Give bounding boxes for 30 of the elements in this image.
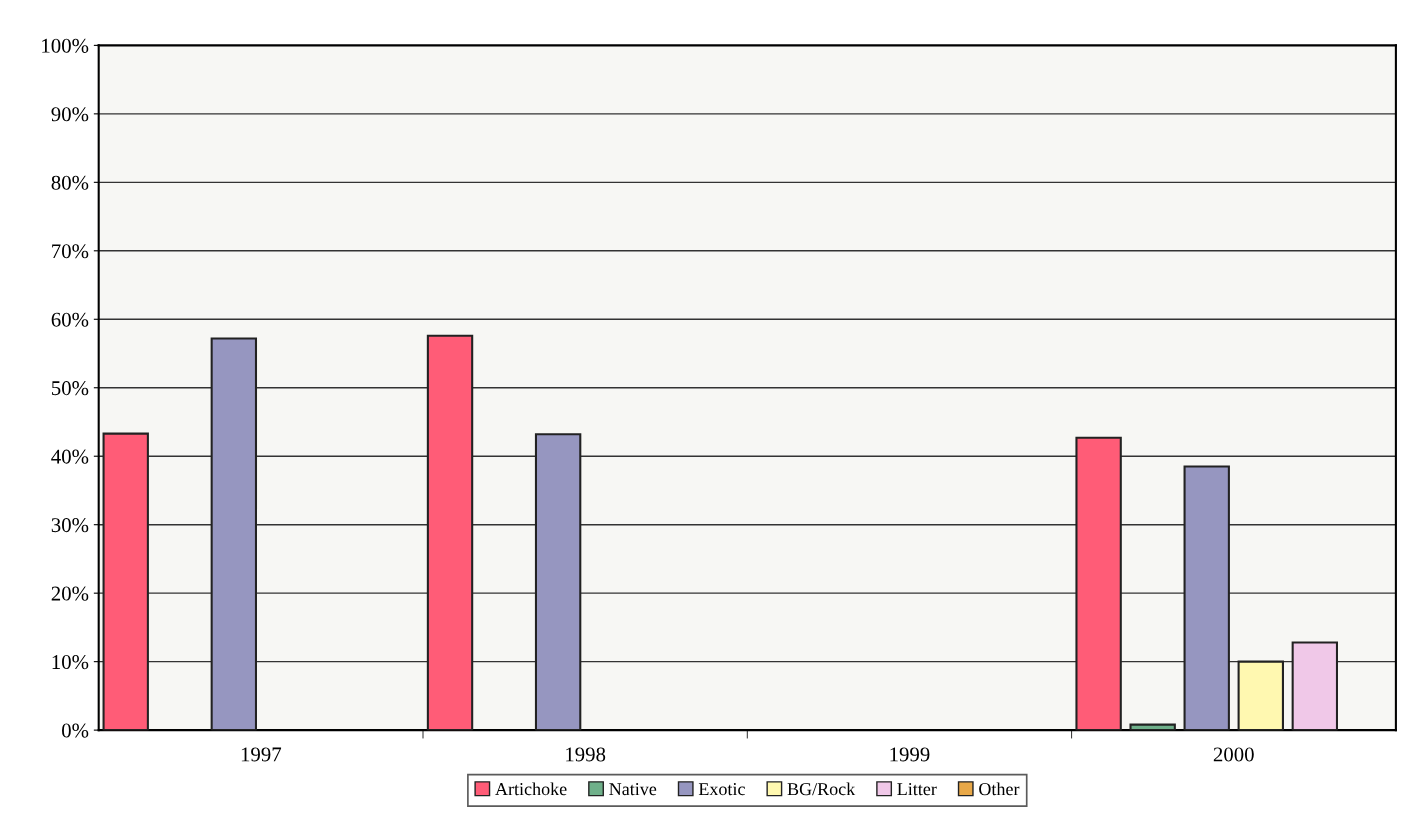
- y-tick-label: 0%: [62, 723, 89, 738]
- bar: [1183, 465, 1230, 731]
- bar: [1129, 723, 1176, 731]
- legend-label: BG/Rock: [787, 782, 856, 796]
- y-tick-label: 80%: [51, 175, 89, 190]
- y-tick-label: 90%: [51, 107, 89, 122]
- y-tick-label: 30%: [51, 518, 89, 533]
- y-tick-label: 10%: [52, 655, 89, 670]
- bar: [1291, 641, 1339, 731]
- bar: [1075, 436, 1122, 731]
- legend-label: Native: [609, 783, 657, 796]
- x-tick-label: 1998: [566, 747, 606, 762]
- bar: [102, 432, 149, 731]
- legend-label: Artichoke: [495, 782, 567, 796]
- y-tick-label: 70%: [52, 244, 89, 259]
- y-tick-label: 60%: [51, 312, 89, 327]
- legend-label: Other: [979, 782, 1020, 796]
- bar: [426, 334, 474, 731]
- y-tick-label: 40%: [51, 449, 89, 464]
- x-tick-label: 1999: [890, 747, 930, 762]
- y-tick-label: 100%: [42, 38, 89, 53]
- legend-label: Exotic: [698, 783, 745, 796]
- y-tick-label: 50%: [52, 381, 89, 396]
- x-tick-label: 1997: [241, 747, 282, 762]
- bar: [210, 337, 258, 731]
- bar: [534, 433, 582, 731]
- y-tick-label: 20%: [51, 586, 89, 601]
- bar: [1237, 660, 1284, 731]
- legend-label: Litter: [897, 783, 937, 796]
- x-tick-label: 2000: [1213, 747, 1254, 762]
